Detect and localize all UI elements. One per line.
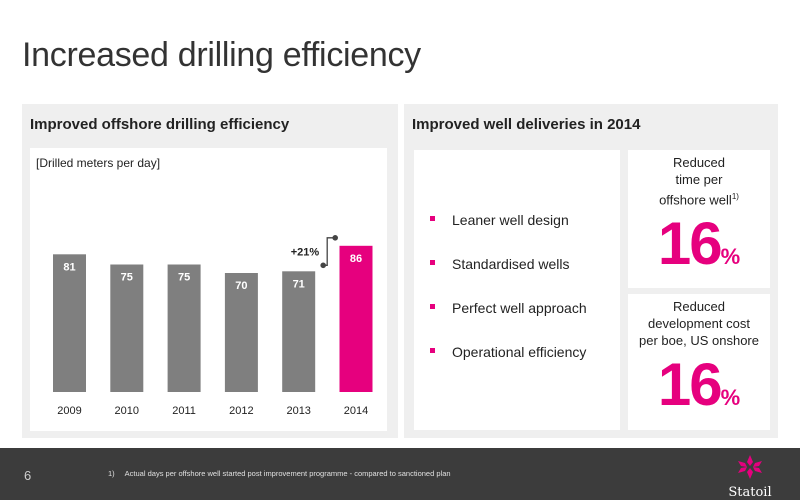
stat-label-line: offshore well1) [628, 188, 770, 208]
stat-label-line: Reduced [672, 155, 726, 170]
development-cost-stat-label: Reduced development cost per boe, US ons… [628, 294, 770, 349]
page-number: 6 [24, 468, 32, 483]
footer-bar: 6 1) Actual days per offshore well starte… [0, 448, 800, 500]
chart-bar-2009 [53, 254, 86, 392]
chart-bar-2013 [282, 271, 316, 392]
chart-bar-2014 [339, 245, 373, 392]
list-item: Operational efficiency [426, 344, 587, 388]
deliveries-panel-heading: Improved well deliveries in 2014 [412, 116, 641, 133]
development-cost-stat: Reduced development cost per boe, US ons… [628, 294, 770, 430]
stat-label-line: time per [675, 172, 723, 187]
drilling-panel-heading: Improved offshore drilling efficiency [30, 116, 290, 133]
growth-bracket-dot-start [320, 262, 327, 269]
chart-bar-2011 [167, 264, 201, 392]
statoil-logo: Statoil [724, 454, 776, 500]
offshore-time-stat-value: 16% [628, 214, 770, 287]
chart-area: [Drilled meters per day] 81 2009 75 2010 75 2… [30, 148, 387, 431]
chart-unit-label: [Drilled meters per day] [36, 156, 161, 170]
data-label-2009: 81 [63, 261, 75, 273]
x-tick-2013: 2013 [286, 405, 310, 417]
x-tick-2009: 2009 [57, 405, 81, 417]
stat-label-line: per boe, US onshore [639, 333, 759, 348]
stat-unit: % [720, 244, 741, 270]
stat-label-text: offshore well [659, 192, 732, 208]
stat-label-line: development cost [648, 316, 750, 331]
well-deliveries-panel: Improved well deliveries in 2014 Leaner … [404, 104, 778, 438]
drilling-efficiency-panel: Improved offshore drilling efficiency [D… [22, 104, 398, 438]
footnote-ref: 1) [731, 192, 739, 201]
list-item: Standardised wells [426, 256, 587, 300]
bullet-icon [430, 348, 435, 353]
offshore-time-stat: Reduced time per offshore well1) 16% [628, 150, 770, 288]
list-item-label: Operational efficiency [452, 344, 587, 360]
bullet-icon [430, 260, 435, 265]
chart-bar-2010 [110, 264, 144, 392]
development-cost-stat-value: 16% [628, 355, 770, 428]
stat-label-line: Reduced [672, 299, 726, 314]
footnote-number: 1) [108, 469, 115, 478]
data-label-2012: 70 [235, 280, 247, 292]
stat-number: 16 [657, 351, 723, 418]
data-label-2014: 86 [350, 253, 362, 265]
page-title: Increased drilling efficiency [22, 36, 421, 74]
statoil-star-icon [738, 455, 762, 479]
improvements-list-box: Leaner well design Standardised wells Pe… [414, 150, 620, 430]
data-label-2013: 71 [293, 278, 305, 290]
list-item: Leaner well design [426, 212, 587, 256]
improvements-list: Leaner well design Standardised wells Pe… [426, 212, 587, 388]
x-tick-2011: 2011 [172, 405, 196, 417]
list-item-label: Perfect well approach [452, 300, 587, 316]
data-label-2010: 75 [121, 272, 133, 284]
logo-text: Statoil [728, 485, 772, 500]
bullet-icon [430, 216, 435, 221]
growth-annotation: +21% [291, 247, 320, 259]
footnote-text: Actual days per offshore well started po… [124, 469, 451, 478]
list-item-label: Standardised wells [452, 256, 570, 272]
stat-unit: % [720, 385, 741, 410]
x-tick-2014: 2014 [344, 405, 368, 417]
bar-chart: 81 2009 75 2010 75 2011 70 2012 71 2013 86 2014 +21% [53, 235, 373, 417]
footnote: 1) Actual days per offshore well started … [108, 469, 451, 478]
offshore-time-stat-label: Reduced time per offshore well1) [628, 150, 770, 208]
chart-bar-2012 [224, 273, 258, 392]
list-item-label: Leaner well design [452, 212, 569, 228]
growth-bracket [323, 237, 336, 266]
list-item: Perfect well approach [426, 300, 587, 344]
bullet-icon [430, 304, 435, 309]
x-tick-2012: 2012 [229, 405, 253, 417]
x-tick-2010: 2010 [115, 405, 139, 417]
growth-bracket-dot-end [332, 235, 339, 241]
stat-number: 16 [657, 210, 723, 278]
data-label-2011: 75 [178, 272, 190, 284]
